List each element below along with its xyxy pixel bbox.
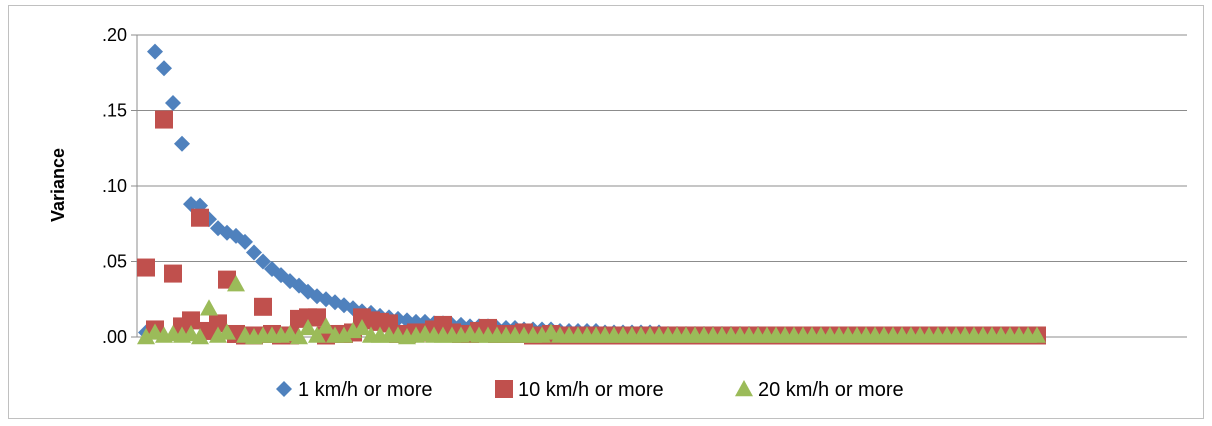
y-tick-label: .10 <box>102 176 127 196</box>
series-1 <box>138 43 1045 344</box>
data-point <box>246 244 262 261</box>
data-point <box>182 311 200 330</box>
data-point <box>308 308 326 327</box>
y-tick-label: .05 <box>102 252 127 272</box>
series-3 <box>137 275 1046 345</box>
data-point <box>165 94 181 111</box>
legend-label: 10 km/h or more <box>518 379 664 401</box>
legend-marker <box>495 380 513 398</box>
data-point <box>137 258 155 277</box>
data-point <box>164 264 182 283</box>
data-point <box>299 318 317 336</box>
y-tick-label: .15 <box>102 101 127 121</box>
data-point <box>255 253 271 270</box>
y-axis-label: Variance <box>48 148 68 222</box>
data-point <box>155 110 173 129</box>
y-axis: .00 .05 .10 .15 .20 <box>102 25 138 347</box>
data-point <box>174 135 190 152</box>
data-point <box>237 233 253 250</box>
gridlines <box>137 34 1187 338</box>
y-tick-label: .20 <box>102 25 127 45</box>
data-point <box>254 297 272 316</box>
data-point <box>191 328 209 345</box>
data-point <box>156 60 172 77</box>
data-point <box>308 326 326 343</box>
data-point <box>200 299 218 316</box>
data-marks <box>137 43 1046 345</box>
data-point <box>191 208 209 227</box>
legend-label: 1 km/h or more <box>298 379 432 401</box>
legend-marker <box>276 381 292 397</box>
data-point <box>147 43 163 60</box>
data-point <box>317 317 335 334</box>
legend-marker <box>735 380 753 397</box>
legend-label: 20 km/h or more <box>758 379 904 401</box>
data-point <box>1028 326 1046 343</box>
series-2 <box>137 110 1046 345</box>
data-point <box>353 318 371 336</box>
data-point <box>335 326 353 343</box>
y-tick-label: .00 <box>102 327 127 347</box>
data-point <box>209 314 227 333</box>
data-point <box>227 275 245 292</box>
legend: 1 km/h or more 10 km/h or more 20 km/h or … <box>276 379 904 401</box>
data-point <box>218 323 236 340</box>
data-point <box>137 328 155 345</box>
data-point <box>290 328 308 345</box>
